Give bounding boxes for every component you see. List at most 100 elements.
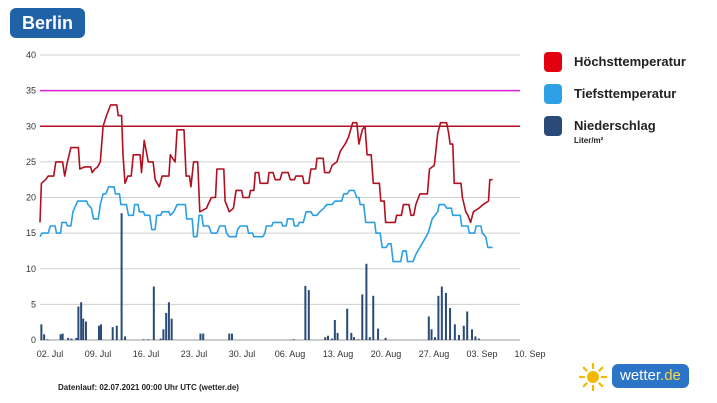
legend-swatch-min-temp: [544, 84, 562, 104]
precipitation-bar: [353, 337, 356, 340]
precipitation-bar: [474, 336, 477, 340]
brand-tld: .de: [660, 367, 681, 384]
precipitation-bar: [46, 339, 49, 340]
precipitation-bar: [357, 339, 360, 340]
legend-unit-precipitation: Liter/m²: [574, 136, 604, 145]
precipitation-bar: [365, 263, 368, 340]
precipitation-bars: [40, 213, 480, 340]
precipitation-bar: [231, 333, 233, 340]
precipitation-bar: [368, 337, 371, 340]
precipitation-bar: [462, 325, 465, 340]
precipitation-bar: [82, 318, 85, 340]
precipitation-bar: [147, 339, 150, 340]
x-axis-ticks: 02. Jul 09. Jul 16. Jul 23. Jul 30. Jul 06. A…: [37, 349, 546, 359]
precipitation-bar: [165, 312, 168, 340]
precipitation-bar: [327, 335, 329, 340]
precipitation-bar: [346, 308, 349, 340]
precipitation-bar: [202, 333, 205, 340]
x-tick-label: 06. Aug: [275, 349, 306, 359]
precipitation-bar: [437, 295, 440, 340]
legend-swatch-precipitation: [544, 116, 562, 136]
precipitation-bar: [427, 316, 430, 340]
legend-swatch-max-temp: [544, 52, 562, 72]
x-tick-label: 20. Aug: [371, 349, 402, 359]
temperature-lines: [39, 104, 493, 263]
x-tick-label: 09. Jul: [85, 349, 112, 359]
precipitation-bar: [152, 286, 155, 340]
precipitation-bar: [59, 334, 62, 340]
x-tick-label: 13. Aug: [323, 349, 354, 359]
precipitation-bar: [333, 320, 336, 340]
precipitation-bar: [142, 339, 145, 340]
precipitation-bar: [324, 337, 327, 340]
precipitation-bar: [162, 329, 165, 340]
brand-logo[interactable]: wetter.de: [578, 360, 698, 394]
data-run-note: Datenlauf: 02.07.2021 00:00 Uhr UTC (wet…: [58, 383, 239, 392]
precipitation-bar: [43, 334, 46, 340]
legend-label-min-temp: Tiefsttemperatur: [574, 86, 677, 101]
y-tick-label: 25: [26, 157, 36, 167]
precipitation-bar: [80, 302, 83, 340]
precipitation-bar: [433, 337, 436, 340]
precipitation-bar: [477, 338, 480, 340]
x-tick-label: 16. Jul: [133, 349, 160, 359]
brand-wordmark: wetter: [620, 367, 661, 384]
precipitation-bar: [350, 332, 353, 340]
precipitation-bar: [75, 337, 78, 340]
precipitation-bar: [466, 311, 469, 340]
precipitation-bar: [111, 327, 114, 340]
legend-label-precipitation: Niederschlag: [574, 118, 656, 133]
y-axis-ticks: 0 5 10 15 20 25 30 35 40: [26, 50, 36, 345]
reference-lines: [40, 89, 520, 128]
precipitation-bar: [100, 324, 103, 340]
y-tick-label: 10: [26, 264, 36, 274]
x-tick-label: 03. Sep: [466, 349, 497, 359]
precipitation-bar: [70, 338, 73, 340]
city-title-badge: Berlin: [10, 8, 85, 38]
precipitation-bar: [430, 329, 433, 340]
precipitation-bar: [336, 332, 339, 340]
precipitation-bar: [292, 339, 295, 340]
x-tick-label: 27. Aug: [419, 349, 450, 359]
precipitation-bar: [61, 333, 64, 340]
precipitation-bar: [372, 295, 375, 340]
precipitation-bar: [471, 329, 473, 340]
y-tick-label: 30: [26, 121, 36, 131]
precipitation-bar: [67, 337, 70, 340]
precipitation-bar: [449, 307, 452, 340]
y-tick-label: 40: [26, 50, 36, 60]
precipitation-bar: [307, 290, 310, 340]
y-tick-label: 35: [26, 86, 36, 96]
precipitation-bar: [84, 321, 87, 340]
series-line-min-temp: [39, 186, 493, 263]
sun-icon: [578, 362, 608, 392]
precipitation-bar: [361, 294, 364, 340]
precipitation-bar: [167, 302, 170, 340]
x-tick-label: 30. Jul: [229, 349, 256, 359]
y-tick-label: 0: [31, 335, 36, 345]
x-tick-label: 02. Jul: [37, 349, 64, 359]
x-tick-label: 10. Sep: [514, 349, 545, 359]
legend-label-max-temp: Höchsttemperatur: [574, 54, 686, 69]
precipitation-bar: [170, 318, 173, 340]
precipitation-bar: [453, 324, 456, 340]
precipitation-bar: [377, 328, 380, 340]
precipitation-bar: [77, 306, 80, 340]
series-line-max-temp: [39, 104, 493, 224]
x-tick-label: 23. Jul: [181, 349, 208, 359]
brand-name: wetter.de: [612, 364, 689, 388]
precipitation-bar: [228, 333, 231, 340]
precipitation-bar: [384, 337, 387, 340]
precipitation-bar: [97, 325, 100, 340]
precipitation-bar: [440, 286, 443, 340]
y-tick-label: 15: [26, 228, 36, 238]
y-tick-label: 5: [31, 299, 36, 309]
precipitation-bar: [40, 324, 43, 340]
precipitation-bar: [304, 285, 307, 340]
precipitation-bar: [199, 333, 202, 340]
precipitation-bar: [444, 292, 447, 340]
precipitation-bar: [115, 325, 118, 340]
precipitation-bar: [457, 335, 460, 340]
precipitation-bar: [120, 213, 123, 340]
